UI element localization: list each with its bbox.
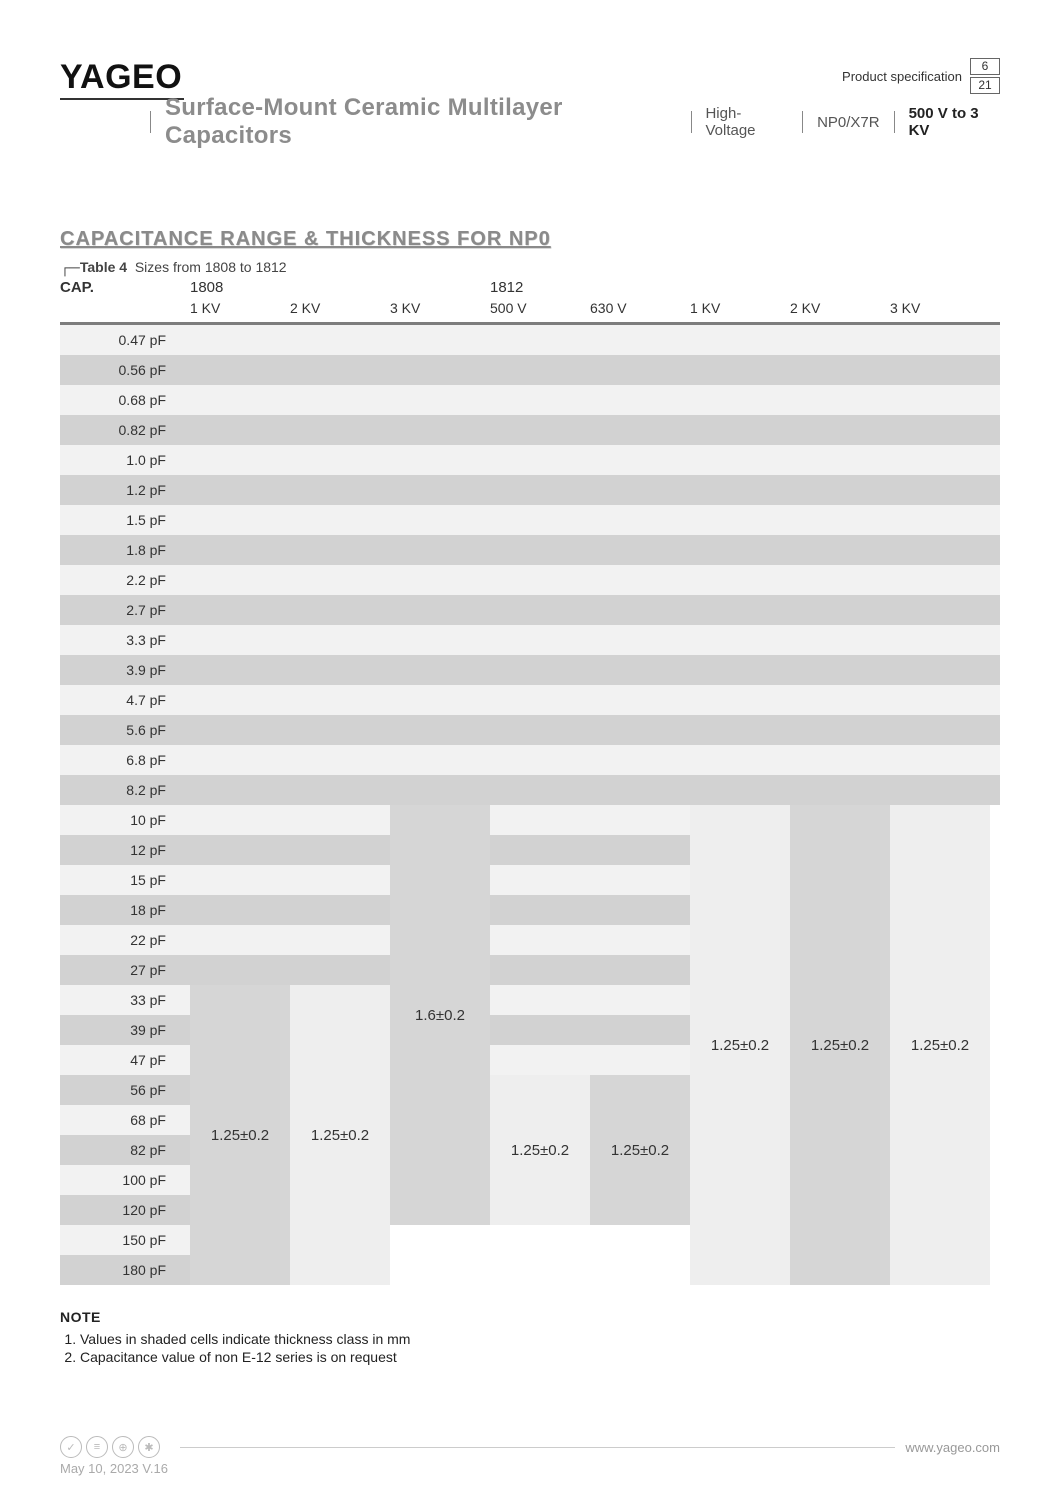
col-header-voltage: 2 KV bbox=[290, 300, 390, 316]
size-group-1808: 1808 bbox=[190, 279, 490, 296]
page-total: 21 bbox=[970, 77, 1000, 94]
cap-value: 2.2 pF bbox=[60, 565, 190, 595]
col-header-voltage: 1 KV bbox=[690, 300, 790, 316]
footer-date: May 10, 2023 V.16 bbox=[60, 1461, 168, 1476]
cap-value: 82 pF bbox=[60, 1135, 190, 1165]
cap-value: 22 pF bbox=[60, 925, 190, 955]
cap-value: 180 pF bbox=[60, 1255, 190, 1285]
cap-value: 1.5 pF bbox=[60, 505, 190, 535]
table-caption: ┌─Table 4 Sizes from 1808 to 1812 bbox=[60, 259, 1000, 275]
cap-value: 1.0 pF bbox=[60, 445, 190, 475]
cap-value: 3.9 pF bbox=[60, 655, 190, 685]
col-header-voltage: 3 KV bbox=[890, 300, 990, 316]
divider bbox=[150, 111, 151, 133]
cap-value: 15 pF bbox=[60, 865, 190, 895]
col-header-voltage: 500 V bbox=[490, 300, 590, 316]
thickness-cell: 1.25±0.2 bbox=[490, 1075, 590, 1225]
table-label: Table 4 bbox=[80, 259, 127, 275]
thickness-cell: 1.25±0.2 bbox=[790, 805, 890, 1285]
thickness-cell: 1.25±0.2 bbox=[890, 805, 990, 1285]
cap-value: 0.68 pF bbox=[60, 385, 190, 415]
page-footer: ✓ ≡ ⊕ ✱ www.yageo.com bbox=[60, 1436, 1000, 1458]
cert-icon: ✓ bbox=[60, 1436, 82, 1458]
tag-voltage-range: 500 V to 3 KV bbox=[909, 105, 1000, 139]
col-header-voltage: 3 KV bbox=[390, 300, 490, 316]
cap-value: 3.3 pF bbox=[60, 625, 190, 655]
cap-value: 6.8 pF bbox=[60, 745, 190, 775]
cert-icon: ≡ bbox=[86, 1436, 108, 1458]
notes-heading: NOTE bbox=[60, 1309, 1000, 1325]
section-heading: CAPACITANCE RANGE & THICKNESS FOR NP0 bbox=[60, 228, 1000, 251]
col-header-voltage: 2 KV bbox=[790, 300, 890, 316]
col-header-cap: CAP. bbox=[60, 279, 190, 316]
cap-value: 47 pF bbox=[60, 1045, 190, 1075]
note-item: Values in shaded cells indicate thicknes… bbox=[80, 1331, 1000, 1347]
cap-value: 68 pF bbox=[60, 1105, 190, 1135]
size-group-1812: 1812 bbox=[490, 279, 990, 296]
cap-value: 5.6 pF bbox=[60, 715, 190, 745]
thickness-cell: 1.25±0.2 bbox=[690, 805, 790, 1285]
capacitance-table: CAP. 1808 1 KV2 KV3 KV 1812 500 V630 V1 … bbox=[60, 279, 1000, 1285]
cap-value: 0.82 pF bbox=[60, 415, 190, 445]
cap-value: 39 pF bbox=[60, 1015, 190, 1045]
thickness-cell: 1.25±0.2 bbox=[290, 985, 390, 1285]
cap-value: 120 pF bbox=[60, 1195, 190, 1225]
note-item: Capacitance value of non E-12 series is … bbox=[80, 1349, 1000, 1365]
thickness-cell: 1.25±0.2 bbox=[190, 985, 290, 1285]
table-caption-text: Sizes from 1808 to 1812 bbox=[135, 259, 287, 275]
spec-label: Product specification bbox=[842, 69, 962, 84]
thickness-cell: 1.25±0.2 bbox=[590, 1075, 690, 1225]
cap-value: 0.47 pF bbox=[60, 325, 190, 355]
cap-value: 2.7 pF bbox=[60, 595, 190, 625]
cap-value: 27 pF bbox=[60, 955, 190, 985]
cap-value: 0.56 pF bbox=[60, 355, 190, 385]
col-header-voltage: 630 V bbox=[590, 300, 690, 316]
divider bbox=[894, 111, 895, 133]
cap-value: 150 pF bbox=[60, 1225, 190, 1255]
cap-value: 1.2 pF bbox=[60, 475, 190, 505]
tag-high-voltage: High-Voltage bbox=[705, 105, 788, 139]
notes-section: NOTE Values in shaded cells indicate thi… bbox=[60, 1309, 1000, 1365]
thickness-cell: 1.6±0.2 bbox=[390, 805, 490, 1225]
col-header-voltage: 1 KV bbox=[190, 300, 290, 316]
page-number: 6 bbox=[970, 58, 1000, 75]
cap-value: 100 pF bbox=[60, 1165, 190, 1195]
footer-url: www.yageo.com bbox=[905, 1440, 1000, 1455]
doc-title: Surface-Mount Ceramic Multilayer Capacit… bbox=[165, 94, 677, 150]
divider bbox=[691, 111, 692, 133]
cap-value: 8.2 pF bbox=[60, 775, 190, 805]
cap-value: 10 pF bbox=[60, 805, 190, 835]
cap-value: 33 pF bbox=[60, 985, 190, 1015]
cap-value: 4.7 pF bbox=[60, 685, 190, 715]
cap-value: 18 pF bbox=[60, 895, 190, 925]
cap-value: 56 pF bbox=[60, 1075, 190, 1105]
cap-value: 1.8 pF bbox=[60, 535, 190, 565]
tag-series: NP0/X7R bbox=[817, 114, 880, 131]
cap-value: 12 pF bbox=[60, 835, 190, 865]
cert-icon: ⊕ bbox=[112, 1436, 134, 1458]
divider bbox=[802, 111, 803, 133]
cert-icon: ✱ bbox=[138, 1436, 160, 1458]
